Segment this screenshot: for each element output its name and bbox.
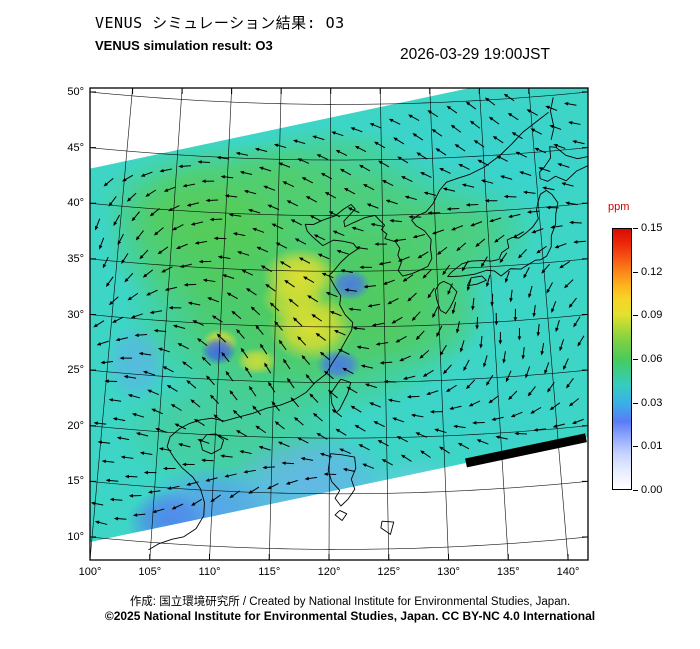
lon-tick-label: 125° (377, 566, 401, 578)
lon-tick-label: 105° (138, 566, 162, 578)
lon-tick-label: 130° (437, 566, 460, 578)
colorbar-tick-mark (633, 446, 638, 448)
colorbar-tick-mark (633, 490, 638, 491)
lon-tick-label: 135° (496, 566, 520, 578)
lon-tick-label: 110° (198, 566, 221, 578)
colorbar-tick-value: 0.15 (641, 222, 663, 234)
lon-tick-label: 115° (258, 566, 281, 578)
colorbar-tick-value: 0.01 (641, 440, 663, 453)
colorbar-tick-mark (633, 402, 638, 404)
page-title-japanese: VENUS シミュレーション結果: O3 (95, 14, 345, 32)
colorbar-tick-value: 0.09 (641, 309, 663, 322)
colorbar-tick-mark (633, 228, 638, 229)
colorbar-tick-value: 0.12 (641, 265, 663, 278)
lat-tick-label: 25° (67, 364, 84, 377)
colorbar-tick-mark (633, 359, 638, 360)
lat-tick-label: 30° (67, 308, 84, 321)
colorbar-tick-mark (633, 271, 638, 273)
lat-tick-label: 10° (67, 531, 84, 543)
lat-tick-label: 35° (67, 252, 84, 265)
colorbar-unit-label: ppm (608, 201, 630, 213)
lon-tick-label: 100° (78, 566, 102, 578)
colorbar-tick-value: 0.03 (641, 396, 663, 409)
colorbar-gradient (612, 228, 632, 490)
copyright-line: ©2025 National Institute for Environment… (104, 609, 596, 623)
colorbar-tick-value: 0.00 (641, 484, 663, 496)
lon-tick-label: 120° (317, 566, 341, 578)
lat-tick-label: 45° (67, 141, 84, 154)
lat-tick-label: 20° (67, 419, 84, 432)
page-title-english: VENUS simulation result: O3 (95, 38, 273, 53)
lat-tick-label: 15° (67, 475, 84, 488)
lat-tick-label: 50° (67, 86, 84, 98)
lon-tick-label: 140° (556, 566, 580, 578)
credit-line: 作成: 国立環境研究所 / Created by National Instit… (129, 596, 571, 608)
lat-tick-label: 40° (67, 197, 84, 210)
colorbar-tick-mark (633, 315, 638, 317)
forecast-timestamp: 2026-03-29 19:00JST (400, 46, 550, 63)
colorbar-tick-value: 0.06 (641, 353, 663, 365)
